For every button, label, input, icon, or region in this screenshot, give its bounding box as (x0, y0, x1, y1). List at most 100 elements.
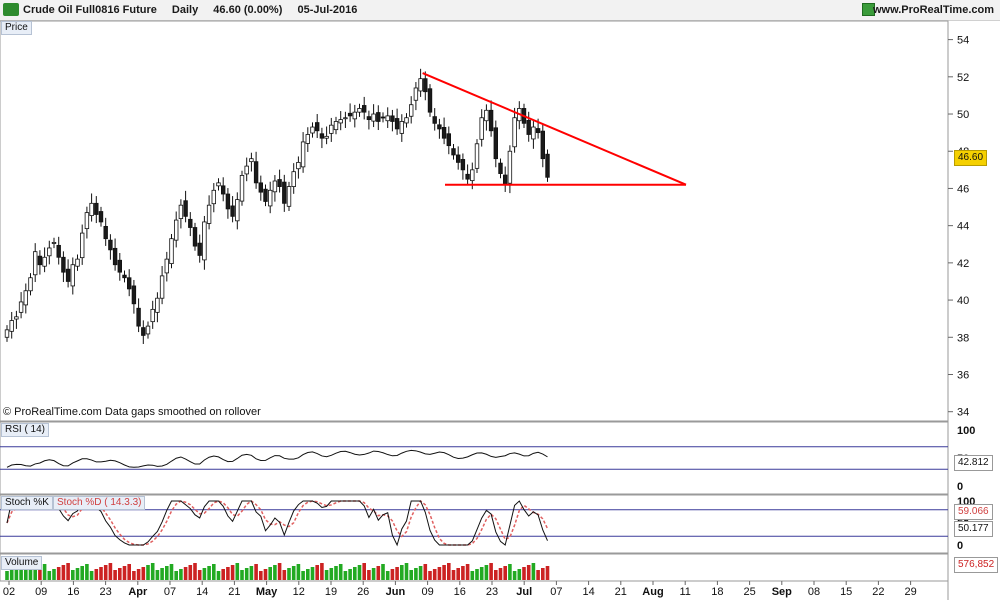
candle-body (291, 171, 296, 187)
candle-body (244, 165, 249, 175)
candle-body (357, 108, 362, 113)
volume-bar (385, 571, 390, 580)
x-tick-label: 16 (454, 586, 466, 598)
volume-bar (127, 564, 131, 580)
candle-body (324, 135, 329, 139)
volume-bar (390, 569, 395, 580)
candle-body (220, 185, 226, 195)
stoch-k-badge: 59.066 (954, 504, 993, 520)
volume-bar (334, 566, 338, 580)
candle-body (230, 205, 235, 217)
candle-body (108, 239, 113, 251)
volume-bar (545, 566, 550, 580)
candle-body (333, 121, 339, 131)
candle-body (418, 78, 423, 92)
x-tick-label: 23 (99, 586, 111, 598)
candle-body (253, 161, 259, 184)
volume-bar (329, 568, 334, 580)
candle-body (61, 256, 66, 273)
volume-bar (531, 563, 536, 580)
candle-body (70, 264, 75, 287)
x-tick-label: 07 (164, 586, 176, 598)
price-tick-label: 38 (957, 332, 969, 344)
volume-bar (353, 567, 357, 580)
candle-body (84, 212, 90, 230)
candle-body (211, 189, 216, 205)
candle-body (131, 285, 137, 305)
candle-body (169, 238, 174, 265)
volume-bar (212, 564, 216, 580)
candle-body (282, 181, 287, 204)
candle-body (145, 325, 151, 335)
candle-body (423, 78, 428, 93)
price-panel-label: Price (1, 21, 32, 35)
x-tick-label: Sep (772, 586, 792, 598)
stoch-k-label: Stoch %K (1, 496, 53, 510)
candle-body (498, 162, 503, 174)
candle-body (42, 256, 47, 267)
volume-bar (400, 565, 404, 580)
instrument-info: Crude Oil Full0816 Future Daily 46.60 (0… (23, 4, 369, 16)
triangle-pattern (422, 72, 687, 186)
volume-bar (132, 571, 136, 580)
candle-body (319, 133, 325, 139)
volume-bar (221, 569, 225, 580)
volume-bar (447, 563, 451, 580)
candle-body (14, 316, 19, 320)
volume-bar (52, 569, 56, 580)
candle-body (117, 259, 122, 273)
volume-bar (451, 570, 456, 580)
candle-body (310, 126, 315, 134)
site-url[interactable]: www.ProRealTime.com (872, 4, 994, 16)
candle-body (80, 232, 85, 259)
x-tick-label: 08 (808, 586, 820, 598)
candle-body (98, 211, 104, 223)
volume-bar (479, 567, 484, 580)
price-badge: 46.60 (954, 150, 988, 166)
volume-bar (324, 570, 329, 580)
x-tick-label: 21 (228, 586, 240, 598)
candle-body (267, 189, 273, 207)
volume-bar (94, 569, 99, 580)
volume-bar (541, 568, 545, 580)
candle-body (470, 169, 475, 182)
candle-body (188, 218, 193, 228)
price-tick-label: 40 (957, 295, 969, 307)
volume-bar (66, 563, 70, 580)
volume-bar (85, 564, 89, 580)
nav-button-1[interactable] (862, 3, 875, 16)
volume-bar (56, 567, 61, 580)
volume-bar (240, 570, 244, 580)
x-tick-label: 15 (840, 586, 852, 598)
volume-bar (310, 567, 315, 580)
volume-bar (273, 565, 277, 580)
volume-bar (146, 565, 150, 580)
volume-bar (165, 566, 169, 580)
price-tick-label: 46 (957, 183, 969, 195)
candle-body (150, 308, 155, 323)
candle-body (394, 118, 400, 130)
candle-body (361, 105, 367, 113)
volume-bar (9, 569, 14, 580)
candle-body (56, 244, 61, 258)
volume-bar (263, 569, 268, 580)
volume-bar (442, 565, 446, 580)
volume-bar (160, 568, 164, 580)
volume-bar (470, 571, 475, 580)
x-tick-label: 02 (3, 586, 15, 598)
candle-body (502, 174, 508, 186)
candle-body (103, 225, 108, 240)
volume-bar (14, 567, 19, 580)
candle-body (89, 202, 94, 217)
volume-bar (19, 565, 23, 580)
volume-bar (47, 571, 52, 580)
volume-bar (226, 567, 230, 580)
volume-bar (456, 568, 460, 580)
copyright-note: © ProRealTime.com Data gaps smoothed on … (3, 406, 261, 418)
x-tick-label: 23 (486, 586, 498, 598)
x-tick-label: 14 (196, 586, 208, 598)
price-tick-label: 36 (957, 369, 969, 381)
volume-bar (75, 568, 80, 580)
volume-bar (80, 566, 84, 580)
candle-body (390, 115, 395, 122)
